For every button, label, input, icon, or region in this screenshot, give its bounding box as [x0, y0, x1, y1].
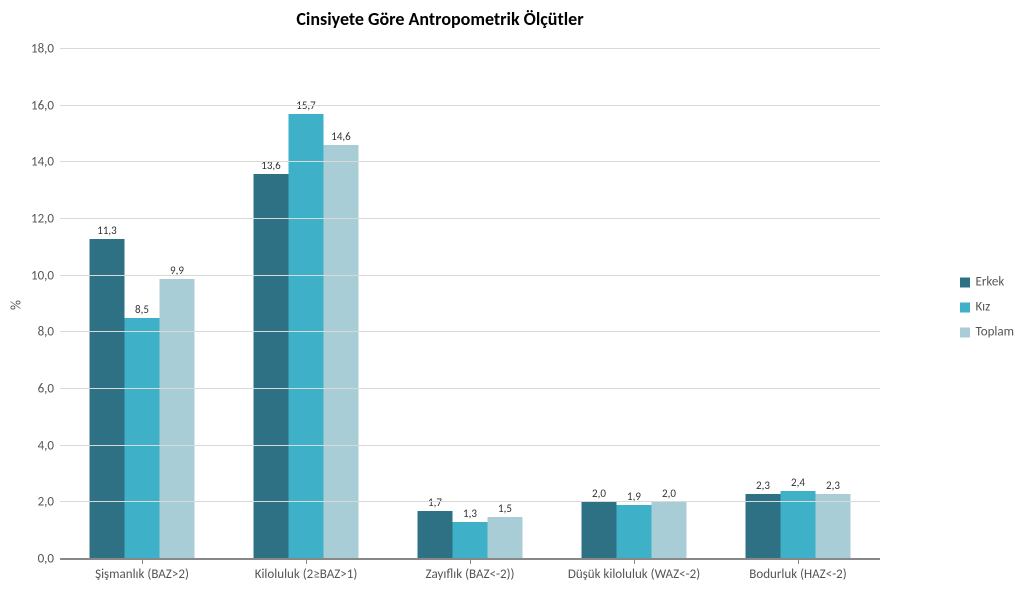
y-tick-label: 16,0 [31, 98, 54, 113]
bars: 1,71,31,5 [418, 50, 523, 559]
bar: 1,5 [488, 517, 523, 560]
bar-value-label: 8,5 [135, 303, 149, 316]
gridline: 14,0 [60, 161, 880, 162]
y-tick-label: 2,0 [38, 495, 54, 510]
bar-value-label: 2,3 [826, 479, 840, 492]
legend-label: Toplam [976, 325, 1014, 340]
x-tick-mark [798, 559, 799, 564]
y-tick-label: 6,0 [38, 382, 54, 397]
bar-value-label: 1,5 [498, 502, 512, 515]
legend-swatch [960, 277, 970, 287]
y-tick-label: 12,0 [31, 212, 54, 227]
bar-value-label: 2,4 [791, 476, 805, 489]
bar: 14,6 [324, 145, 359, 559]
y-tick-label: 14,0 [31, 155, 54, 170]
x-tick-label: Kiloluluk (2≥BAZ>1) [224, 567, 388, 582]
bar: 2,0 [582, 502, 617, 559]
gridline: 10,0 [60, 275, 880, 276]
legend-item: Toplam [960, 325, 1014, 340]
bar-value-label: 1,7 [428, 496, 442, 509]
bar-group: 1,71,31,5Zayıflık (BAZ<-2)) [388, 50, 552, 559]
bars: 2,3 2,4 2,3 [746, 50, 851, 559]
bar-group: 11,38,59,9Şişmanlık (BAZ>2) [60, 50, 224, 559]
gridline: 6,0 [60, 388, 880, 389]
legend-item: Erkek [960, 275, 1014, 290]
y-tick-label: 8,0 [38, 325, 54, 340]
gridline: 12,0 [60, 218, 880, 219]
x-tick-label: Düşük kiloluluk (WAZ<-2) [552, 567, 716, 582]
y-tick-label: 18,0 [31, 42, 54, 57]
bar-group: 13,615,714,6Kiloluluk (2≥BAZ>1) [224, 50, 388, 559]
x-tick-mark [634, 559, 635, 564]
y-tick-label: 10,0 [31, 268, 54, 283]
y-tick-label: 0,0 [38, 552, 54, 567]
bar: 1,9 [617, 505, 652, 559]
bar: 11,3 [90, 239, 125, 559]
x-tick-label: Zayıflık (BAZ<-2)) [388, 567, 552, 582]
x-tick-label: Şişmanlık (BAZ>2) [60, 567, 224, 582]
bar-value-label: 2,0 [662, 487, 676, 500]
x-tick-mark [142, 559, 143, 564]
bars: 2,01,92,0 [582, 50, 687, 559]
x-tick-mark [470, 559, 471, 564]
legend-swatch [960, 327, 970, 337]
legend-label: Erkek [976, 275, 1005, 290]
chart-container: Cinsiyete Göre Antropometrik Ölçütler % … [0, 0, 1024, 614]
bar: 8,5 [125, 318, 160, 559]
legend-swatch [960, 302, 970, 312]
bar-value-label: 2,3 [756, 479, 770, 492]
legend: Erkek Kız Toplam [960, 265, 1014, 350]
bar-value-label: 11,3 [97, 224, 116, 237]
chart-title: Cinsiyete Göre Antropometrik Ölçütler [0, 8, 880, 30]
bar-value-label: 15,7 [296, 99, 315, 112]
legend-label: Kız [976, 300, 991, 315]
bar-group: 2,32,42,3Bodurluk (HAZ<-2) [716, 50, 880, 559]
bar: 1,7 [418, 511, 453, 559]
x-tick-mark [306, 559, 307, 564]
gridline: 4,0 [60, 445, 880, 446]
bar-group: 2,01,92,0Düşük kiloluluk (WAZ<-2) [552, 50, 716, 559]
bar: 2,3 [746, 494, 781, 559]
bar: 9,9 [160, 279, 195, 560]
gridline: 0,0 [60, 558, 880, 559]
y-axis-label: % [8, 300, 25, 310]
bars: 11,38,59,9 [90, 50, 195, 559]
legend-item: Kız [960, 300, 1014, 315]
bar: 15,7 [289, 114, 324, 559]
bar-value-label: 14,6 [331, 130, 350, 143]
bar: 1,3 [453, 522, 488, 559]
bars: 13,615,714,6 [254, 50, 359, 559]
bar-value-label: 2,0 [592, 487, 606, 500]
gridline: 2,0 [60, 501, 880, 502]
plot-area: 11,38,59,9Şişmanlık (BAZ>2)13,615,714,6K… [60, 50, 880, 560]
bar: 2,3 [816, 494, 851, 559]
x-tick-label: Bodurluk (HAZ<-2) [716, 567, 880, 582]
gridline: 18,0 [60, 48, 880, 49]
bar: 2,0 [652, 502, 687, 559]
bar-value-label: 1,3 [463, 507, 477, 520]
bar-groups: 11,38,59,9Şişmanlık (BAZ>2)13,615,714,6K… [60, 50, 880, 559]
gridline: 8,0 [60, 331, 880, 332]
gridline: 16,0 [60, 105, 880, 106]
y-tick-label: 4,0 [38, 438, 54, 453]
